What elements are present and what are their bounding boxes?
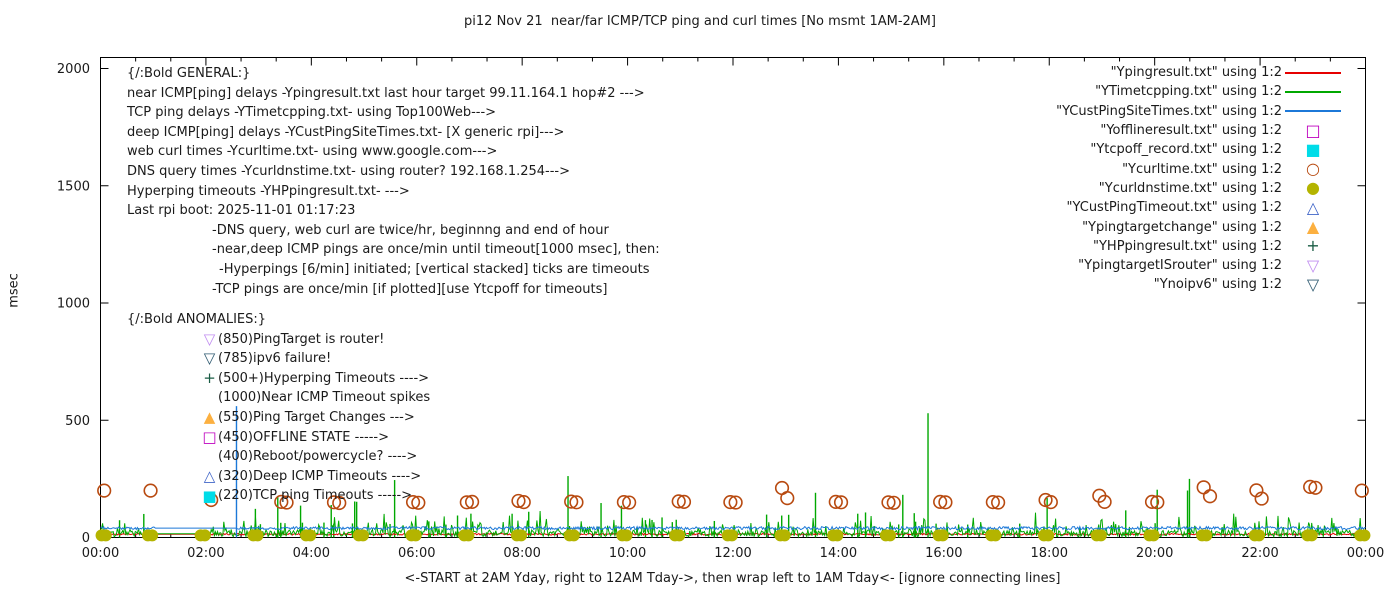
line-sample-icon [1285,90,1341,93]
legend-label: "Ycurldnstime.txt" using 1:2 [1098,180,1282,196]
anomaly-line: + (500+)Hyperping Timeouts ----> [127,369,430,389]
general-line: -DNS query, web curl are twice/hr, begin… [212,222,609,238]
legend-row: "Ypingtargetchange" using 1:2 ▲ [914,217,1344,236]
line-sample-icon [1285,110,1341,113]
anomaly-text: (1000)Near ICMP Timeout spikes [218,390,431,406]
square-icon: ■ [1305,139,1321,159]
general-line: -near,deep ICMP pings are once/min until… [212,242,660,258]
legend-row: "Ycurltime.txt" using 1:2 ○ [914,159,1344,178]
triangle-down-icon: ▽ [1306,274,1320,294]
legend-label: "Ytcpoff_record.txt" using 1:2 [1090,142,1282,158]
general-line: near ICMP[ping] delays -Ypingresult.txt … [127,85,645,101]
anomaly-text: (220)TCP ping Timeouts -----> [218,488,413,504]
general-line: deep ICMP[ping] delays -YCustPingSiteTim… [127,124,565,140]
legend-row: "YpingtargetISrouter" using 1:2 ▽ [914,256,1344,275]
legend-row: "YCustPingTimeout.txt" using 1:2 △ [914,198,1344,217]
general-line: -TCP pings are once/min [if plotted][use… [212,281,608,297]
general-line: web curl times -Ycurltime.txt- using www… [127,144,498,160]
chart-title: pi12 Nov 21 near/far ICMP/TCP ping and c… [464,14,936,29]
x-tick-label: 06:00 [398,546,435,561]
legend-row: "YCustPingSiteTimes.txt" using 1:2 [914,102,1344,121]
y-tick-label: 500 [65,414,90,429]
general-line: {/:Bold GENERAL:} [127,66,251,81]
x-tick-label: 08:00 [503,546,540,561]
x-tick-label: 16:00 [925,546,962,561]
triangle-up-icon: ▲ [1306,217,1320,237]
square-icon: □ [1305,120,1321,140]
anomaly-line: ▽ (850)PingTarget is router! [127,330,430,350]
anomaly-text: (785)ipv6 failure! [218,351,332,367]
triangle-up-icon: ▲ [203,408,216,427]
legend-row: "YHPpingresult.txt" using 1:2 + [914,237,1344,256]
anomaly-line: ▽ (785)ipv6 failure! [127,349,430,369]
anomalies-header: {/:Bold ANOMALIES:} [127,312,267,327]
general-line: DNS query times -Ycurldnstime.txt- using… [127,163,571,179]
x-axis-note: <-START at 2AM Yday, right to 12AM Tday-… [404,571,1061,586]
square-icon: ■ [202,486,217,505]
legend-row: "Ypingresult.txt" using 1:2 [914,63,1344,82]
y-tick-label: 1000 [57,297,90,312]
anomaly-line: □ (450)OFFLINE STATE -----> [127,428,430,448]
anomaly-text: (320)Deep ICMP Timeouts ----> [218,468,422,484]
legend-label: "YpingtargetISrouter" using 1:2 [1078,258,1282,274]
x-tick-label: 20:00 [1136,546,1173,561]
circle-icon: ● [1306,178,1320,198]
x-tick-label: 00:00 [82,546,119,561]
legend-label: "Ypingresult.txt" using 1:2 [1110,65,1282,81]
y-tick-label: 2000 [57,62,90,77]
legend-label: "Yofflineresult.txt" using 1:2 [1100,123,1282,139]
legend-label: "Ypingtargetchange" using 1:2 [1082,219,1282,235]
general-line: Last rpi boot: 2025-11-01 01:17:23 [127,203,356,219]
y-tick-label: 1500 [57,179,90,194]
triangle-up-icon: △ [1306,197,1320,217]
x-tick-label: 22:00 [1241,546,1278,561]
triangle-down-icon: ▽ [203,329,216,348]
legend-label: "Ynoipv6" using 1:2 [1153,277,1282,293]
anomaly-line: (400)Reboot/powercycle? ----> [127,447,430,467]
x-tick-label: 04:00 [293,546,330,561]
y-tick-label: 0 [82,531,90,546]
general-line: Hyperping timeouts -YHPpingresult.txt- -… [127,183,410,199]
legend-label: "YCustPingTimeout.txt" using 1:2 [1066,200,1282,216]
circle-icon: ○ [1306,159,1320,179]
anomaly-line: (1000)Near ICMP Timeout spikes [127,388,430,408]
legend-row: "Ynoipv6" using 1:2 ▽ [914,275,1344,294]
anomaly-text: (550)Ping Target Changes ---> [218,409,415,425]
legend: "Ypingresult.txt" using 1:2 "YTimetcppin… [914,63,1344,295]
legend-label: "Ycurltime.txt" using 1:2 [1122,161,1282,177]
plus-icon: + [203,369,216,388]
anomaly-line: ▲ (550)Ping Target Changes ---> [127,408,430,428]
anomaly-line: △ (320)Deep ICMP Timeouts ----> [127,467,430,487]
triangle-down-icon: ▽ [1306,255,1320,275]
legend-row: "Yofflineresult.txt" using 1:2 □ [914,121,1344,140]
x-tick-label: 10:00 [609,546,646,561]
x-tick-label: 00:00 [1347,546,1384,561]
general-annotation-block: {/:Bold GENERAL:} near ICMP[ping] delays… [127,64,660,299]
anomaly-text: (850)PingTarget is router! [218,331,385,347]
x-tick-label: 14:00 [820,546,857,561]
plus-icon: + [1306,236,1320,256]
anomaly-text: (500+)Hyperping Timeouts ----> [218,370,430,386]
square-icon: □ [202,427,217,446]
general-line: -Hyperpings [6/min] initiated; [vertical… [219,261,650,277]
x-tick-label: 12:00 [714,546,751,561]
triangle-up-icon: △ [203,467,216,486]
general-line: TCP ping delays -YTimetcpping.txt- using… [127,105,497,121]
line-sample-icon [1285,71,1341,74]
legend-label: "YTimetcpping.txt" using 1:2 [1095,84,1282,100]
triangle-down-icon: ▽ [203,349,216,368]
x-tick-label: 02:00 [187,546,224,561]
anomalies-annotation-block: {/:Bold ANOMALIES:} ▽ (850)PingTarget is … [127,310,430,506]
legend-row: "Ytcpoff_record.txt" using 1:2 ■ [914,140,1344,159]
x-tick-label: 18:00 [1031,546,1068,561]
anomaly-line: ■ (220)TCP ping Timeouts -----> [127,486,430,506]
legend-row: "Ycurldnstime.txt" using 1:2 ● [914,179,1344,198]
anomaly-text: (450)OFFLINE STATE -----> [218,429,389,445]
anomaly-text: (400)Reboot/powercycle? ----> [218,449,418,465]
legend-row: "YTimetcpping.txt" using 1:2 [914,82,1344,101]
legend-label: "YCustPingSiteTimes.txt" using 1:2 [1056,103,1282,119]
legend-label: "YHPpingresult.txt" using 1:2 [1093,238,1282,254]
